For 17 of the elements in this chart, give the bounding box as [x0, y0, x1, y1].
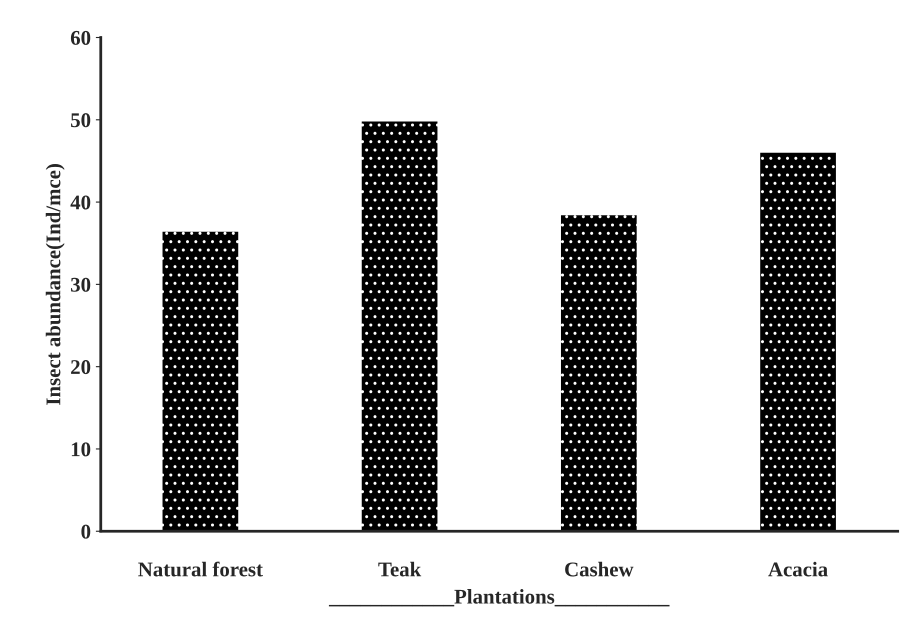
x-tick-label: Natural forest — [138, 562, 263, 577]
y-tick-label: 0 — [81, 524, 90, 539]
y-tick-label: 50 — [71, 113, 90, 128]
y-tick-label: 10 — [72, 442, 90, 456]
bar — [162, 232, 238, 532]
bar — [362, 121, 438, 532]
y-tick-label: 30 — [70, 278, 90, 292]
y-tick-label: 40 — [70, 195, 90, 210]
bar — [560, 215, 637, 532]
x-tick-label: Cashew — [565, 562, 634, 576]
y-axis-title: Insect abundance(Ind/mce) — [46, 164, 65, 405]
x-tick-label: Teak — [378, 562, 422, 576]
y-tick-label: 60 — [70, 30, 90, 45]
bar — [760, 152, 836, 532]
x-tick-label: Acacia — [768, 562, 828, 576]
x-axis-title: ____________Plantations___________ — [328, 589, 670, 606]
y-tick-label: 20 — [71, 360, 90, 374]
